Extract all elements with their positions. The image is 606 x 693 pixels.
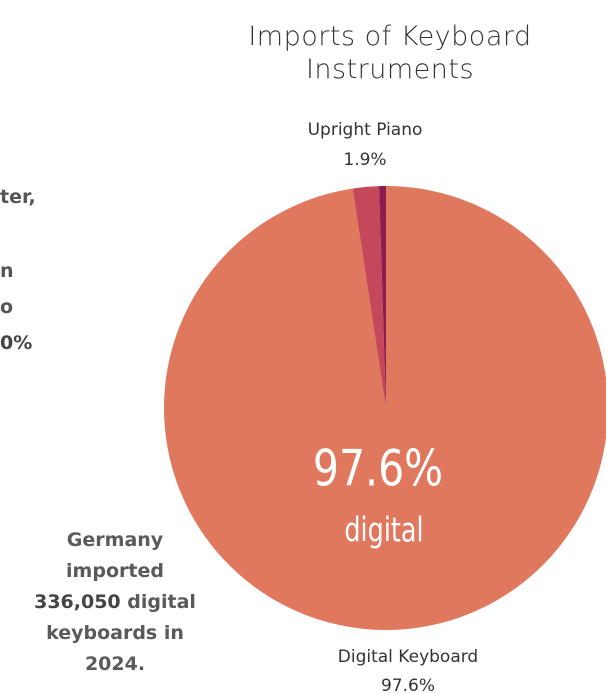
side-text: o [0,296,14,318]
pie-slice [379,186,386,408]
note-line: imported [10,556,220,587]
note-text: keyboards in [46,622,184,644]
slice-label: Upright Piano [308,120,423,140]
note-line: 336,050 digital [10,587,220,618]
note-line: Germany [10,525,220,556]
note-text: Germany [66,529,164,551]
slice-value-label: 97.6% [381,676,435,693]
note-text: imported [66,560,164,582]
annotation-big: 97.6% [313,440,443,498]
note: Germany imported 336,050 digital keyboards … [10,525,220,680]
side-text: n [0,260,14,282]
pie-slice [164,186,606,630]
slice-label: Digital Keyboard [338,647,478,667]
chart-title: Imports of Keyboard Instruments [248,21,532,85]
note-text: 336,050 [34,591,121,613]
side-text: 0% [0,332,33,354]
note-line: 2024. [10,649,220,680]
slice-value-label: 1.9% [343,150,386,170]
note-text: digital [120,591,196,613]
annotation-small: digital [344,511,423,551]
note-line: keyboards in [10,618,220,649]
side-text: ter, [0,186,36,208]
pie-slice [352,186,386,408]
note-text: 2024. [84,653,146,675]
